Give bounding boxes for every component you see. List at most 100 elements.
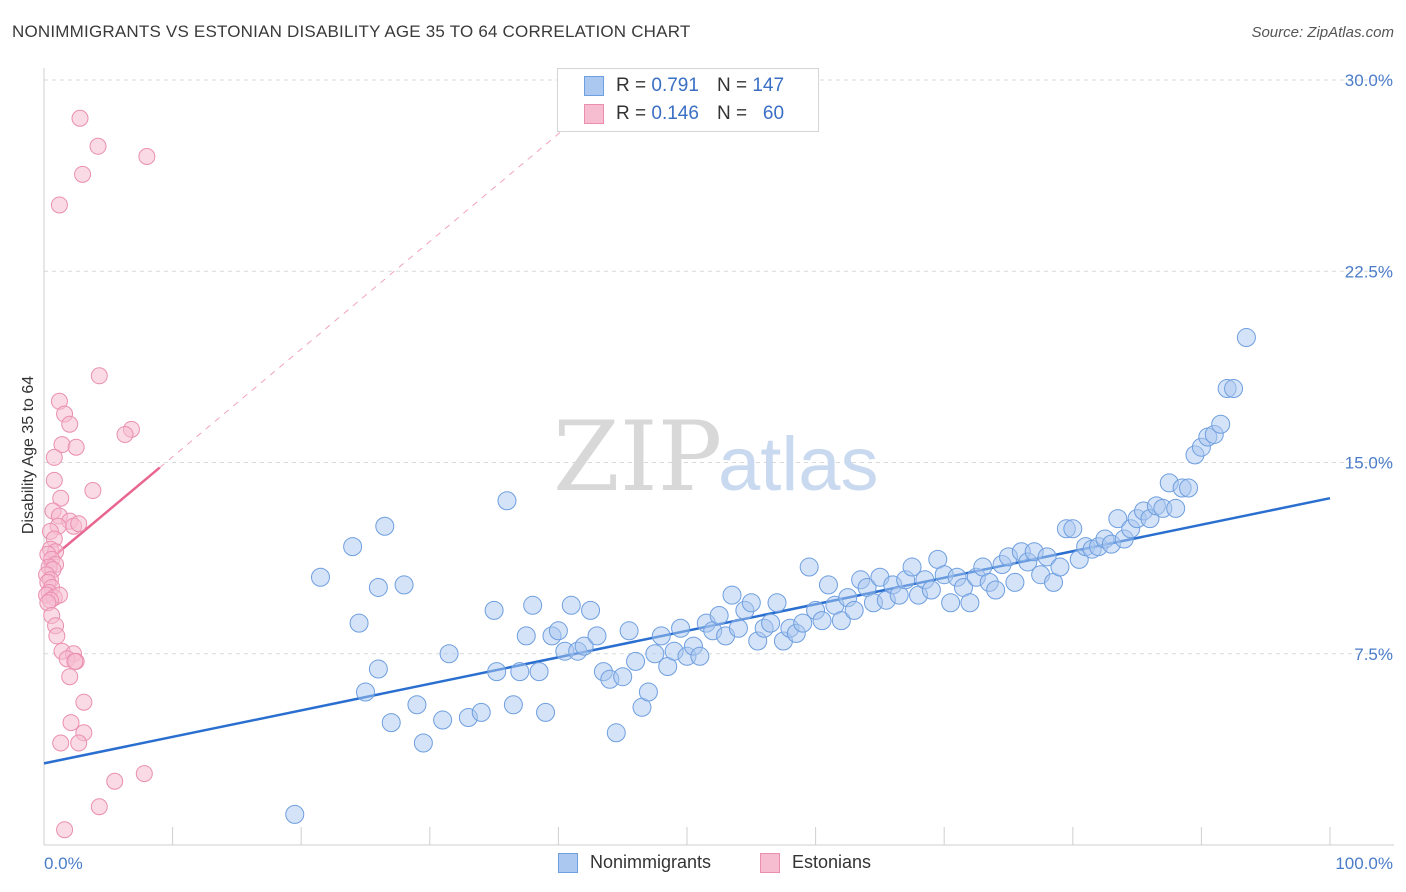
nonimmigrant-point — [1179, 478, 1199, 498]
nonimmigrant-point — [587, 626, 607, 646]
nonimmigrant-point — [1037, 547, 1057, 567]
estonian-point — [89, 137, 107, 155]
nonimmigrant-point — [645, 644, 665, 664]
nonimmigrant-point — [606, 723, 626, 743]
legend-row-nonimmigrants: R = 0.791 N = 147 — [584, 74, 784, 98]
nonimmigrant-point — [831, 611, 851, 631]
y-tick-label: 15.0% — [1345, 454, 1393, 473]
estonian-point — [67, 438, 85, 456]
estonian-point — [61, 415, 79, 433]
grid-lines — [44, 79, 1394, 655]
watermark-atlas: atlas — [718, 422, 879, 507]
chart-title: NONIMMIGRANTS VS ESTONIAN DISABILITY AGE… — [12, 22, 691, 41]
nonimmigrant-point — [690, 646, 710, 666]
legend-label-estonians: Estonians — [792, 852, 872, 872]
nonimmigrant-point — [1050, 557, 1070, 577]
nonimmigrant-point — [510, 662, 530, 682]
estonian-point — [74, 165, 92, 183]
x-tick-label: 0.0% — [44, 854, 83, 873]
nonimmigrant-point — [439, 644, 459, 664]
legend-r-label: R = — [616, 75, 647, 96]
legend-item-nonimmigrants: Nonimmigrants — [558, 852, 711, 873]
nonimmigrant-point — [799, 557, 819, 577]
y-tick-label: 30.0% — [1345, 71, 1393, 90]
nonimmigrant-point — [497, 491, 517, 511]
nonimmigrant-point — [941, 593, 961, 613]
legend-row-estonians: R = 0.146 N = 60 — [584, 102, 784, 126]
nonimmigrant-point — [767, 593, 787, 613]
nonimmigrant-point — [1166, 498, 1186, 518]
nonimmigrant-point — [484, 600, 504, 620]
legend-label-nonimmigrants: Nonimmigrants — [590, 852, 712, 872]
nonimmigrant-point — [523, 595, 543, 615]
nonimmigrant-point — [574, 636, 594, 656]
nonimmigrant-point — [793, 613, 813, 633]
nonimmigrant-point — [986, 580, 1006, 600]
nonimmigrant-point — [1224, 379, 1244, 399]
nonimmigrant-point — [1236, 328, 1256, 348]
nonimmigrant-point — [818, 575, 838, 595]
data-points — [38, 109, 1256, 839]
estonian-point — [52, 489, 70, 507]
nonimmigrant-point — [626, 651, 646, 671]
nonimmigrant-point — [638, 682, 658, 702]
legend-r-value: 0.791 — [651, 75, 699, 96]
legend-n-label: N = — [716, 103, 748, 124]
legend-r-label: R = — [616, 103, 647, 124]
nonimmigrant-point — [368, 577, 388, 597]
estonian-point — [61, 668, 79, 686]
nonimmigrant-point — [529, 662, 549, 682]
series-legend: Nonimmigrants Estonians — [0, 852, 1406, 878]
nonimmigrant-point — [722, 585, 742, 605]
watermark-zip: ZIP — [553, 401, 722, 513]
correlation-legend: R = 0.791 N = 147 R = 0.146 N = 60 — [557, 68, 819, 132]
estonian-point — [66, 652, 84, 670]
estonian-point — [106, 772, 124, 790]
legend-swatch-pink — [584, 104, 604, 124]
nonimmigrant-point — [613, 667, 633, 687]
y-axis-label: Disability Age 35 to 64 — [20, 376, 37, 534]
nonimmigrant-point — [561, 595, 581, 615]
nonimmigrant-point — [516, 626, 536, 646]
nonimmigrant-point — [285, 804, 305, 824]
nonimmigrant-point — [761, 613, 781, 633]
estonian-point — [116, 425, 134, 443]
legend-swatch-estonians — [760, 852, 780, 873]
nonimmigrant-point — [921, 580, 941, 600]
legend-item-estonians: Estonians — [760, 852, 871, 873]
estonian-point — [56, 821, 74, 839]
estonian-point — [75, 693, 93, 711]
y-tick-label: 22.5% — [1345, 262, 1393, 281]
estonian-point — [45, 448, 63, 466]
nonimmigrant-point — [381, 713, 401, 733]
nonimmigrant-point — [394, 575, 414, 595]
estonian-point — [71, 109, 89, 127]
nonimmigrant-point — [349, 613, 369, 633]
nonimmigrant-point — [619, 621, 639, 641]
nonimmigrant-point — [728, 618, 748, 638]
legend-n-value: 147 — [752, 75, 785, 96]
legend-swatch-blue — [584, 76, 604, 96]
estonian-point — [135, 765, 153, 783]
nonimmigrant-point — [1063, 519, 1083, 539]
nonimmigrant-point — [368, 659, 388, 679]
nonimmigrant-point — [960, 593, 980, 613]
nonimmigrant-point — [536, 702, 556, 722]
nonimmigrant-point — [902, 557, 922, 577]
nonimmigrant-point — [375, 516, 395, 536]
nonimmigrant-point — [343, 537, 363, 557]
nonimmigrant-point — [310, 567, 330, 587]
nonimmigrant-point — [581, 600, 601, 620]
y-tick-label: 7.5% — [1354, 645, 1393, 664]
nonimmigrant-point — [1005, 572, 1025, 592]
nonimmigrant-point — [741, 593, 761, 613]
estonian-point — [62, 714, 80, 732]
estonian-point — [45, 471, 63, 489]
estonian-point — [90, 367, 108, 385]
axes — [43, 68, 1394, 846]
nonimmigrant-point — [413, 733, 433, 753]
legend-swatch-nonimmigrants — [558, 852, 578, 873]
nonimmigrant-point — [471, 702, 491, 722]
legend-r-value: 0.146 — [651, 103, 699, 124]
